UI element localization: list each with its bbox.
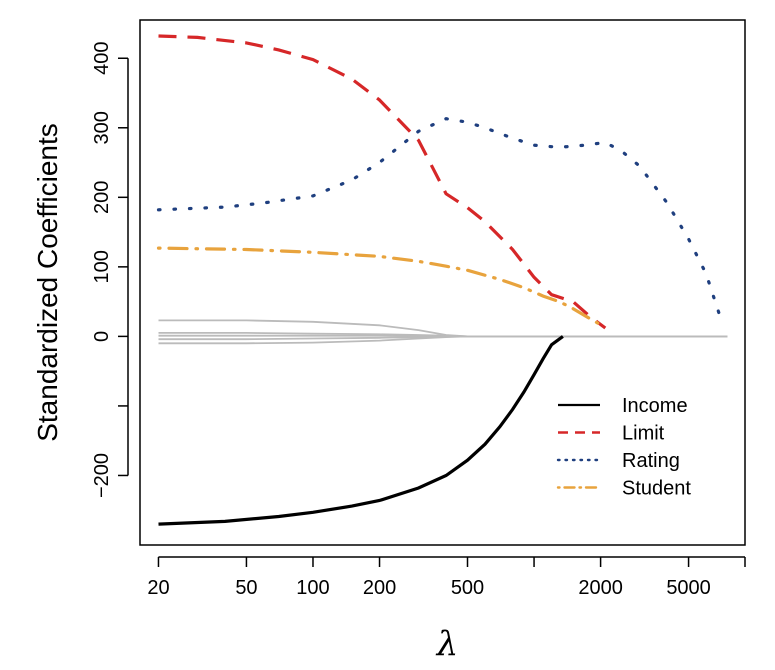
series-line-income [158,335,564,526]
series-line-limit [158,34,607,330]
y-tick-label: 0 [91,331,113,342]
legend-label-rating: Rating [622,450,680,472]
series-line-rating [156,117,723,321]
gray-coefficient-line-1 [158,319,728,338]
legend-label-student: Student [622,478,691,500]
x-tick-label: 100 [296,577,329,599]
y-tick-label: 200 [91,181,113,214]
x-axis-title: λ [435,624,459,664]
x-tick-label: 5000 [666,577,711,599]
x-tick-label: 50 [235,577,257,599]
y-tick-label: 300 [91,111,113,144]
legend: Income Limit Rating Student [556,395,691,500]
x-tick-label: 200 [363,577,396,599]
x-tick-label: 2000 [578,577,623,599]
unlabeled-coefficient-paths [158,319,728,345]
y-axis: 400 300 200 100 0 −200 [91,42,129,498]
legend-label-limit: Limit [622,423,665,445]
y-tick-label: 400 [91,42,113,75]
gray-coefficient-line-5 [158,335,728,345]
labeled-coefficient-paths [156,34,723,526]
x-axis: 20 50 100 200 500 2000 5000 [147,556,746,599]
x-tick-label: 20 [147,577,169,599]
legend-label-income: Income [622,395,688,417]
y-axis-title: Standardized Coefficients [32,123,63,442]
plot-frame [139,19,746,546]
y-tick-label: −200 [91,453,113,498]
x-tick-label: 500 [451,577,484,599]
series-line-student [156,246,607,329]
y-tick-label: 100 [91,250,113,283]
